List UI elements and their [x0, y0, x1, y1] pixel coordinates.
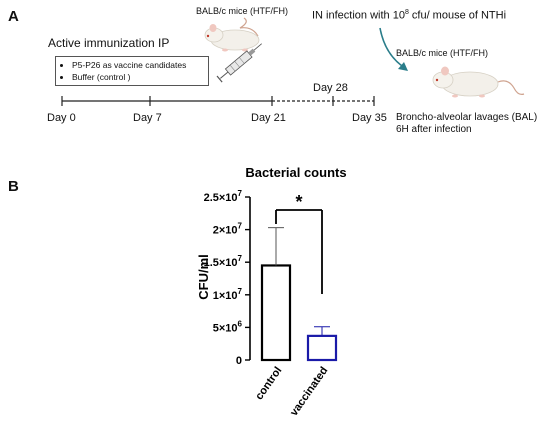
infection-arrow	[379, 27, 408, 71]
bar-vaccinated	[306, 334, 338, 362]
syringe-icon	[216, 43, 262, 83]
day-label: Day 35	[352, 112, 387, 124]
infection-exponent: 8	[404, 9, 409, 16]
candidates-box: P5-P26 as vaccine candidates Buffer (con…	[55, 56, 209, 86]
bal-line-2: 6H after infection	[396, 124, 472, 135]
candidate-item: P5-P26 as vaccine candidates	[72, 59, 202, 71]
chart-plot: 0 5×106 1×107 1.5×107 2×107 2.5×107 control vac…	[204, 189, 338, 418]
y-tick-label: 1×107	[213, 287, 243, 302]
y-tick-label: 2.5×107	[204, 189, 243, 204]
infection-prefix: IN infection with 10	[312, 9, 405, 22]
mice-label-top: BALB/c mice (HTF/FH)	[196, 6, 289, 16]
day-label: Day 21	[251, 112, 286, 124]
y-tick-label: 1.5×107	[204, 254, 243, 269]
timeline-ticks	[61, 96, 375, 106]
infection-label: IN infection with 108 cfu/ mouse of NTHi	[312, 9, 506, 22]
candidate-item: Buffer (control )	[72, 71, 202, 83]
mouse-illustration-top	[204, 17, 260, 52]
y-tick-label: 0	[236, 355, 242, 367]
mice-label-right: BALB/c mice (HTF/FH)	[396, 48, 489, 58]
panel-a-letter: A	[8, 8, 19, 25]
bal-line-1: Broncho-alveolar lavages (BAL)	[396, 112, 538, 123]
bar-control	[260, 264, 292, 362]
day-label: Day 7	[133, 112, 162, 124]
y-tick-label: 2×107	[213, 222, 243, 237]
immunization-heading: Active immunization IP	[48, 36, 170, 50]
mouse-illustration-right	[432, 66, 525, 98]
panel-b-letter: B	[8, 178, 19, 195]
y-axis-label: CFU/ml	[196, 254, 211, 300]
bar-chart: Bacterial counts CFU/ml 0 5×106 1×107 1.5×1…	[196, 165, 347, 418]
timeline-diagram	[61, 17, 525, 106]
x-tick-label: vaccinated	[288, 365, 330, 418]
y-tick-label: 5×106	[213, 319, 243, 334]
day-label: Day 0	[47, 112, 76, 124]
infection-suffix: cfu/ mouse of NTHi	[408, 9, 507, 22]
x-tick-label: control	[253, 365, 284, 402]
chart-title: Bacterial counts	[245, 165, 346, 180]
bal-label: Broncho-alveolar lavages (BAL) 6H after …	[396, 112, 537, 136]
day-label: Day 28	[313, 82, 348, 94]
significance-star: *	[295, 192, 302, 212]
